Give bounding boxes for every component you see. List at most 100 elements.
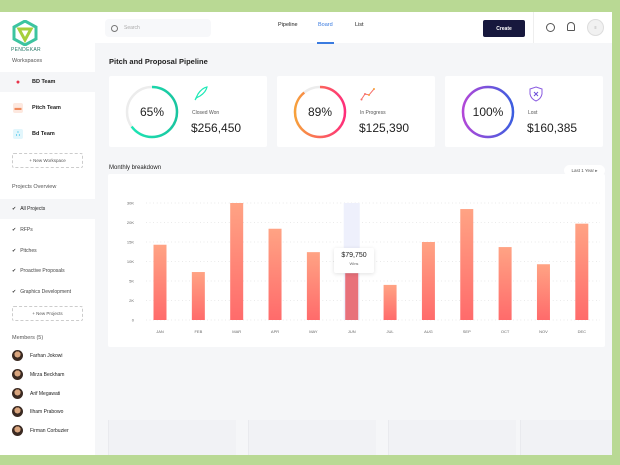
project-all[interactable]: ✔ All Projects — [0, 199, 95, 219]
bar-mar[interactable] — [230, 203, 244, 320]
card-amount: $125,390 — [359, 121, 410, 135]
member-name: Farhan Jokowi — [30, 352, 63, 359]
bar-feb[interactable] — [191, 272, 205, 320]
bar-dec[interactable] — [575, 223, 589, 320]
user-avatar[interactable]: ≡ — [587, 19, 604, 36]
workspace-bd-team[interactable]: ● BD Team — [0, 72, 95, 92]
tab-board[interactable]: Board — [318, 22, 333, 28]
stat-card-in-progress[interactable]: 89% In Progress $125,390 — [277, 76, 435, 147]
project-pitches[interactable]: ✔ Pitches — [0, 241, 95, 261]
progress-ring: 65% — [124, 84, 180, 140]
search-icon — [111, 24, 118, 32]
x-tick-label: OCT — [501, 329, 510, 334]
brand-logo — [12, 20, 38, 46]
ring-progress — [125, 85, 179, 139]
active-tab-indicator — [317, 42, 334, 44]
placeholder-panel — [248, 420, 376, 455]
percent-value: 100% — [472, 105, 504, 119]
y-tick-label: 10K — [127, 259, 134, 264]
chart-tooltip: $79,750 Wins — [334, 248, 374, 273]
page-title: Pitch and Proposal Pipeline — [109, 57, 208, 66]
card-caption: Lost — [528, 110, 538, 116]
tab-pipeline[interactable]: Pipeline — [278, 22, 298, 28]
bar-chart: 0 2K 5K 10K 15K 20K 30K JAN FEB MAR APR MAY JUN JUL AU… — [127, 201, 600, 334]
x-tick-label: JAN — [156, 329, 164, 334]
shield-x-icon — [529, 86, 543, 102]
bell-icon[interactable] — [567, 22, 575, 31]
workspace-bd-team-2[interactable]: ∴ Bd Team — [0, 124, 95, 144]
member-item[interactable]: Farhan Jokowi — [12, 350, 63, 361]
card-caption: Closed Won — [192, 110, 220, 116]
range-label: Last 1 Year — [571, 168, 594, 173]
bar-oct[interactable] — [498, 247, 512, 320]
bar-may[interactable] — [306, 252, 320, 320]
project-label: Proactive Proposals — [20, 268, 65, 274]
project-label: All Projects — [20, 206, 46, 212]
brand-logo-text: PENDEKAR — [11, 47, 41, 53]
stat-card-closed-won[interactable]: 65% Closed Won $256,450 — [109, 76, 267, 147]
search-input[interactable]: Search — [105, 19, 211, 37]
avatar — [12, 406, 23, 417]
x-tick-label: NOV — [539, 329, 548, 334]
workspace-label: Bd Team — [32, 131, 55, 137]
placeholder-panel — [108, 420, 236, 455]
member-item[interactable]: Ilham Prabowo — [12, 406, 63, 417]
project-graphics[interactable]: ✔ Graphics Development — [0, 282, 95, 302]
progress-ring: 100% — [460, 84, 516, 140]
x-tick-label: SEP — [463, 329, 471, 334]
bar-aug[interactable] — [421, 242, 435, 320]
x-tick-label: AUG — [424, 329, 433, 334]
project-proactive[interactable]: ✔ Proactive Proposals — [0, 261, 95, 281]
create-button[interactable]: Create — [483, 20, 525, 37]
new-project-button[interactable]: + New Projects — [12, 306, 83, 321]
bar-jan[interactable] — [153, 244, 167, 320]
card-amount: $256,450 — [191, 121, 242, 135]
team-icon: ▬ — [13, 103, 23, 113]
x-tick-label: DEC — [578, 329, 587, 334]
workspace-label: BD Team — [32, 79, 56, 85]
check-icon: ✔ — [12, 289, 17, 295]
tab-list[interactable]: List — [355, 22, 364, 28]
new-workspace-button[interactable]: + New Workspace — [12, 153, 83, 168]
bar-jul[interactable] — [383, 284, 397, 320]
monthly-breakdown-title: Monthly breakdown — [109, 165, 162, 171]
check-icon: ✔ — [12, 227, 17, 233]
member-item[interactable]: Mirza Beckham — [12, 369, 64, 380]
team-icon: ∴ — [13, 129, 23, 139]
team-icon: ● — [15, 78, 21, 86]
stat-card-lost[interactable]: 100% Lost $160,385 — [445, 76, 603, 147]
y-tick-label: 5K — [129, 279, 134, 284]
y-tick-label: 20K — [127, 220, 134, 225]
x-tick-label: FEB — [194, 329, 202, 334]
member-name: Ilham Prabowo — [30, 408, 64, 415]
search-placeholder: Search — [124, 25, 140, 31]
bar-jun[interactable] — [345, 273, 359, 320]
bar-nov[interactable] — [536, 264, 550, 320]
bar-sep[interactable] — [460, 209, 474, 320]
workspace-pitch-team[interactable]: ▬ Pitch Team — [0, 98, 95, 118]
card-caption: In Progress — [360, 110, 386, 116]
x-tick-label: JUL — [387, 329, 395, 334]
progress-ring: 89% — [292, 84, 348, 140]
project-rfps[interactable]: ✔ RFPs — [0, 220, 95, 240]
avatar — [12, 425, 23, 436]
ring-progress — [461, 85, 515, 139]
placeholder-panel — [388, 420, 516, 455]
y-tick-label: 30K — [127, 201, 134, 206]
workspaces-label: Workspaces — [12, 58, 43, 64]
rocket-icon — [194, 86, 208, 101]
card-amount: $160,385 — [527, 121, 578, 135]
percent-value: 89% — [307, 105, 333, 119]
avatar — [12, 350, 23, 361]
member-name: Firman Corbuzier — [30, 427, 69, 434]
y-tick-label: 2K — [129, 298, 134, 303]
member-item[interactable]: Firman Corbuzier — [12, 425, 69, 436]
avatar — [12, 388, 23, 399]
member-item[interactable]: Arif Megawati — [12, 388, 60, 399]
bar-apr[interactable] — [268, 228, 282, 320]
range-select[interactable]: Last 1 Year ▸ — [564, 165, 605, 176]
top-header: Search Pipeline Board List Create ≡ — [95, 12, 612, 44]
ring-progress — [293, 85, 347, 139]
app-window: PENDEKAR Workspaces ● BD Team ▬ Pitch Team… — [0, 12, 612, 455]
gear-icon[interactable] — [546, 23, 555, 32]
